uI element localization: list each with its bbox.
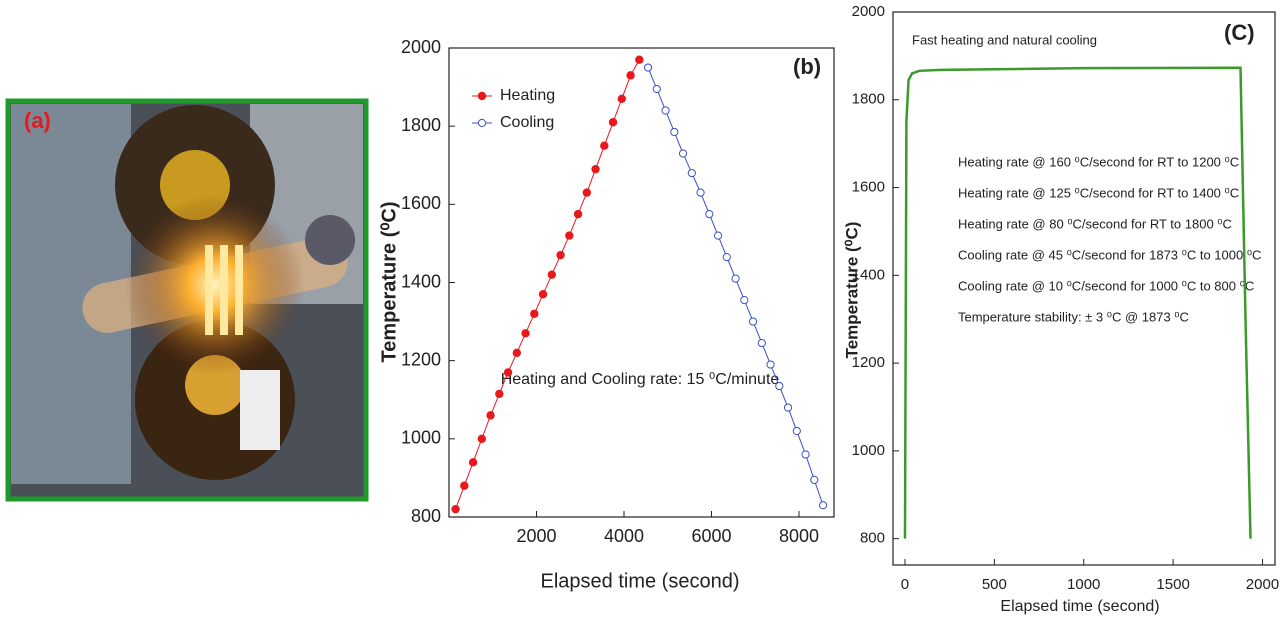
chart: 800 1000 1200 1400 1600 1800 2000 2000 4000 6000 8… [378,37,835,592]
point [670,127,679,137]
y-tick-label: 2000 [852,3,885,20]
legend-marker [477,118,487,128]
point [748,317,758,326]
panel-label: (C) [1224,20,1255,45]
x-tick-label: 8000 [779,526,819,546]
y-tick-label: 800 [411,506,441,526]
note: Heating rate @ 160 ⁰C/second for RT to 1… [958,154,1239,169]
series-line [903,66,1252,539]
point [565,231,574,240]
point [573,209,583,219]
point [661,106,670,115]
point [652,84,661,94]
point [503,368,513,377]
y-tick-label: 1400 [852,266,885,283]
point [626,71,635,80]
x-tick-label: 0 [901,576,909,593]
x-axis-label: Elapsed time (second) [1000,598,1159,615]
x-tick-label: 6000 [691,526,731,546]
point [643,63,653,72]
point [530,309,539,318]
y-tick-label: 1800 [852,91,885,108]
holder [240,370,280,450]
note: Cooling rate @ 10 ⁰C/second for 1000 ⁰C … [958,278,1254,293]
y-axis-label: Temperature (⁰C) [842,222,861,359]
point [547,270,557,279]
glow [125,195,305,375]
x-tick-label: 1500 [1156,576,1189,593]
y-tick-label: 1600 [401,193,441,213]
point [775,381,784,391]
point [731,274,740,283]
annotation: Heating and Cooling rate: 15 ⁰C/minute [501,371,780,388]
y-tick-label: 1200 [852,354,885,371]
point [810,475,819,484]
point [818,501,828,510]
point [477,434,487,444]
x-tick-label: 2000 [516,526,556,546]
y-axis-label: Temperature (⁰C) [378,201,400,362]
subtitle: Fast heating and natural cooling [912,32,1097,47]
point [600,141,609,150]
coil [235,245,243,335]
point [591,164,600,174]
point [608,118,618,127]
note: Cooling rate @ 45 ⁰C/second for 1873 ⁰C … [958,247,1261,262]
point [556,250,565,260]
coil [205,245,213,335]
x-tick-label: 500 [982,576,1007,593]
y-tick-label: 1600 [852,179,885,196]
x-tick-label: 1000 [1067,576,1100,593]
legend-label: Heating [500,87,555,104]
y-tick-label: 800 [860,530,885,547]
y-tick-label: 1000 [852,442,885,459]
y-tick-label: 1000 [401,428,441,448]
point [678,149,688,158]
point [538,290,548,299]
point [582,188,592,197]
point [460,481,469,490]
x-tick-label: 2000 [1246,576,1279,593]
photo-panel: (a) [5,98,369,502]
legend-marker [477,91,487,101]
series-line [455,59,640,510]
point [521,329,530,338]
point [766,360,775,369]
note: Heating rate @ 80 ⁰C/second for RT to 18… [958,216,1232,231]
point [486,411,495,420]
point [801,450,810,459]
x-axis-label: Elapsed time (second) [541,570,740,592]
note: Heating rate @ 125 ⁰C/second for RT to 1… [958,185,1239,200]
point [635,55,644,64]
point [495,389,504,399]
point [512,348,522,358]
point [451,504,460,514]
panel-label: (a) [24,108,51,133]
legend-label: Cooling [500,114,554,131]
flange [305,215,355,265]
panel-label: (b) [793,54,821,79]
point [722,252,731,262]
coil [220,245,228,335]
point [468,458,478,467]
y-tick-label: 2000 [401,37,441,57]
point [696,188,705,197]
chart: 800 1000 1200 1400 1600 1800 2000 0 500 1000 1500 2… [842,3,1279,615]
y-tick-label: 1200 [401,349,441,369]
point [757,338,766,348]
point [783,403,793,412]
note: Temperature stability: ± 3 ⁰C @ 1873 ⁰C [958,309,1189,324]
point [617,94,627,104]
point [705,210,714,219]
x-tick-label: 4000 [604,526,644,546]
point [740,295,749,305]
point [687,168,696,178]
point [792,426,801,436]
point [713,231,723,240]
y-tick-label: 1400 [401,271,441,291]
y-tick-label: 1800 [401,115,441,135]
